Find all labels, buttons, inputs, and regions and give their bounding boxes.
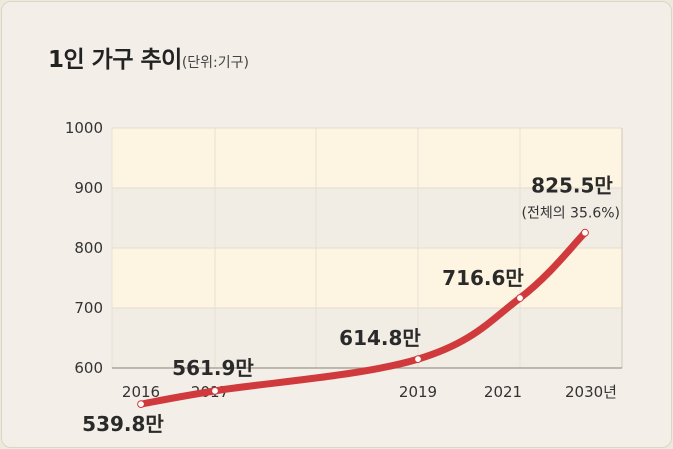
band-900 xyxy=(112,128,622,188)
data-label: 561.9만 xyxy=(172,356,254,380)
y-tick-label: 900 xyxy=(74,179,103,197)
data-point xyxy=(137,400,145,409)
data-points xyxy=(137,228,589,409)
band-800 xyxy=(112,188,622,248)
x-tick-label: 2021 xyxy=(484,383,522,401)
y-axis: 600 700 800 900 1000 xyxy=(65,119,103,377)
unit-label: (단위:기구) xyxy=(181,55,249,71)
x-tick-label: 2030년 xyxy=(565,383,617,401)
data-label: 614.8만 xyxy=(339,326,421,350)
data-label: 716.6만 xyxy=(442,266,524,290)
band-600 xyxy=(112,308,622,368)
y-tick-label: 800 xyxy=(74,239,103,257)
data-point xyxy=(414,355,422,364)
data-label: 539.8만 xyxy=(82,412,164,436)
x-tick-label: 2019 xyxy=(399,383,437,401)
chart-title: 1인 가구 추이(단위:기구) xyxy=(48,40,249,74)
y-tick-label: 1000 xyxy=(65,119,103,137)
background-bands xyxy=(112,128,622,368)
x-tick-label: 2016 xyxy=(122,383,160,401)
y-tick-label: 700 xyxy=(74,299,103,317)
annotation-text: (전체의 35.6%) xyxy=(522,206,621,222)
chart-title-text: 1인 가구 추이 xyxy=(48,47,182,73)
data-label: 825.5만 xyxy=(531,174,613,198)
data-point xyxy=(581,228,589,237)
data-point xyxy=(516,294,524,302)
data-labels: 539.8만 561.9만 614.8만 716.6만 825.5만 xyxy=(82,174,613,436)
data-point xyxy=(211,386,219,395)
y-tick-label: 600 xyxy=(74,359,103,377)
band-700 xyxy=(112,248,622,308)
